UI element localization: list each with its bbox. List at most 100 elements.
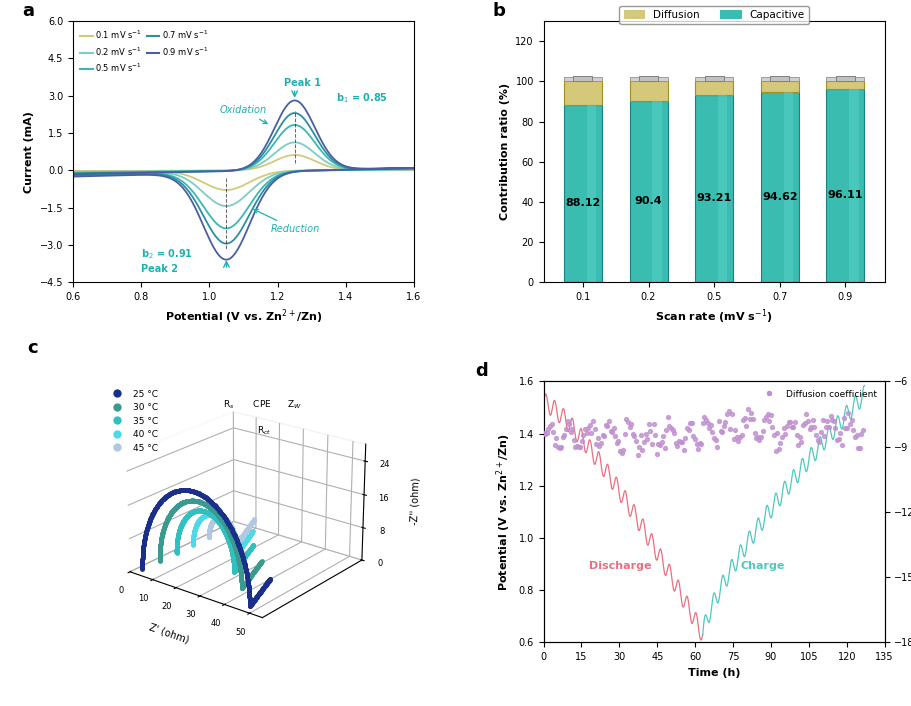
Point xyxy=(763,409,777,421)
Point xyxy=(576,430,590,441)
Point xyxy=(652,440,667,451)
Point xyxy=(674,436,689,448)
Y-axis label: Current (mA): Current (mA) xyxy=(25,111,34,193)
Point xyxy=(811,436,825,448)
Point xyxy=(655,431,670,442)
Point xyxy=(625,428,640,439)
Point xyxy=(587,424,601,435)
Text: Reduction: Reduction xyxy=(254,210,320,234)
Point xyxy=(561,419,576,430)
Point xyxy=(829,434,844,445)
Point xyxy=(601,415,616,426)
Bar xyxy=(639,76,658,81)
Point xyxy=(570,441,585,452)
Point xyxy=(599,421,614,432)
Point xyxy=(802,423,816,434)
Point xyxy=(848,429,863,441)
Point xyxy=(748,433,763,444)
Point xyxy=(804,414,819,426)
Point xyxy=(845,425,860,436)
Point xyxy=(580,423,595,434)
Point xyxy=(725,433,740,444)
Point xyxy=(817,421,832,433)
Point xyxy=(583,427,598,438)
Point xyxy=(754,425,769,436)
Point xyxy=(724,409,739,420)
Bar xyxy=(586,105,596,282)
Point xyxy=(638,429,652,440)
Point xyxy=(732,431,746,442)
Point xyxy=(660,411,674,422)
Text: d: d xyxy=(475,362,487,381)
Point xyxy=(617,428,631,439)
Point xyxy=(589,433,604,444)
Bar xyxy=(760,81,798,92)
Point xyxy=(630,449,644,460)
Point xyxy=(774,431,789,443)
Point xyxy=(608,430,622,441)
Text: Discharge: Discharge xyxy=(589,561,650,571)
Bar xyxy=(704,76,722,81)
Y-axis label: Potential (V vs. Zn$^{2+}$/Zn): Potential (V vs. Zn$^{2+}$/Zn) xyxy=(494,433,512,591)
Bar xyxy=(629,78,667,81)
Text: b$_2$ = 0.91: b$_2$ = 0.91 xyxy=(141,247,193,261)
Bar xyxy=(848,89,857,282)
Point xyxy=(644,438,659,449)
Point xyxy=(696,411,711,422)
Point xyxy=(758,412,773,423)
Point xyxy=(704,426,719,438)
Bar xyxy=(825,89,864,282)
Point xyxy=(737,412,752,424)
Point xyxy=(619,414,633,425)
Point xyxy=(585,415,599,426)
Bar xyxy=(825,78,864,81)
Point xyxy=(640,433,654,445)
Bar xyxy=(694,78,732,81)
X-axis label: Scan rate (mV s$^{-1}$): Scan rate (mV s$^{-1}$) xyxy=(655,308,772,326)
Point xyxy=(542,420,557,431)
Point xyxy=(742,413,756,424)
Point xyxy=(589,438,603,450)
Point xyxy=(566,434,580,445)
Point xyxy=(714,427,729,438)
Point xyxy=(682,418,697,429)
Bar xyxy=(573,76,592,81)
Point xyxy=(666,428,681,439)
Point xyxy=(782,417,796,428)
Y-axis label: Contribution ratio (%): Contribution ratio (%) xyxy=(499,83,509,220)
Point xyxy=(620,416,635,427)
Point xyxy=(572,442,587,453)
Point xyxy=(766,429,781,441)
Point xyxy=(803,421,817,433)
Bar xyxy=(651,101,661,282)
Point xyxy=(769,428,783,439)
Point xyxy=(565,423,579,434)
Point xyxy=(711,415,725,426)
Point xyxy=(614,447,629,458)
Point xyxy=(671,436,686,447)
Point xyxy=(593,438,608,449)
Point xyxy=(569,441,584,452)
Point xyxy=(557,429,571,441)
Bar xyxy=(694,95,732,282)
Point xyxy=(634,444,649,455)
Point xyxy=(800,415,814,426)
Text: b$_1$ = 0.85: b$_1$ = 0.85 xyxy=(335,91,387,104)
Point xyxy=(756,414,771,425)
Point xyxy=(719,408,733,419)
Point xyxy=(668,438,682,449)
Point xyxy=(855,424,869,436)
Point xyxy=(555,432,569,443)
Text: Charge: Charge xyxy=(740,561,784,571)
Point xyxy=(536,427,550,438)
Point xyxy=(712,426,727,437)
Point xyxy=(665,424,680,436)
Point xyxy=(578,427,593,438)
Point xyxy=(612,445,627,457)
Point xyxy=(647,429,661,441)
Point xyxy=(771,443,785,455)
Point xyxy=(606,422,620,433)
X-axis label: Potential (V vs. Zn$^{2+}$/Zn): Potential (V vs. Zn$^{2+}$/Zn) xyxy=(165,308,322,326)
Point xyxy=(537,428,552,439)
Text: Peak 1: Peak 1 xyxy=(284,78,321,88)
